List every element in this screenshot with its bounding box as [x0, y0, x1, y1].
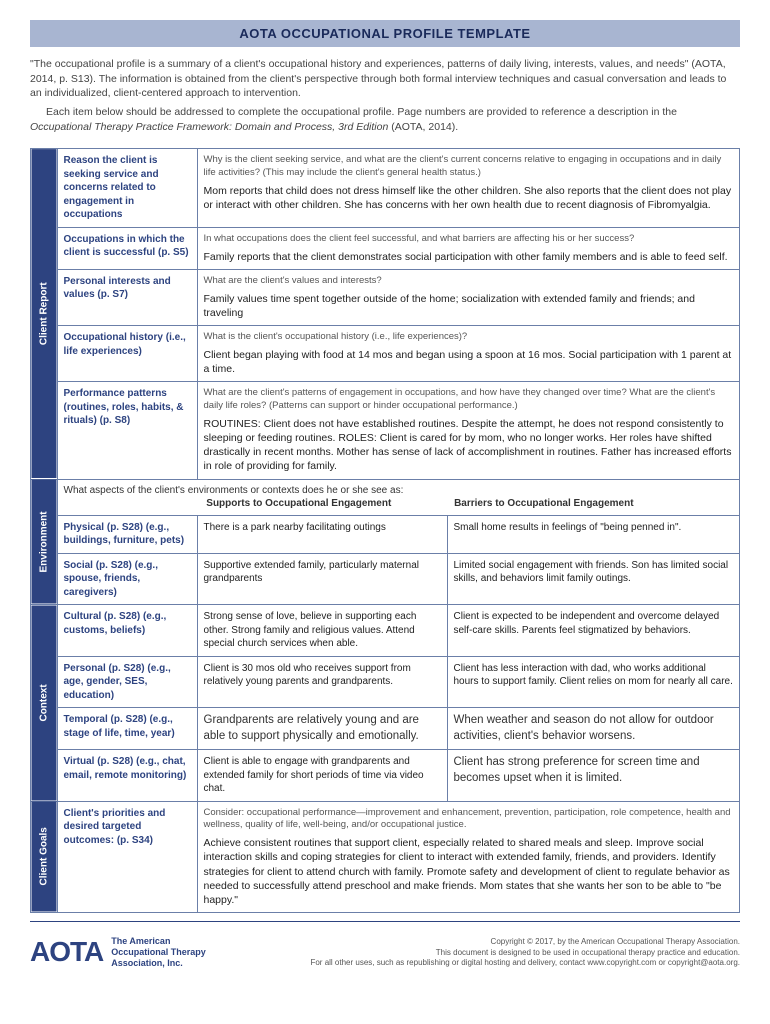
- logo-area: AOTA The American Occupational Therapy A…: [30, 936, 206, 968]
- footer-divider: [30, 921, 740, 922]
- title-bar: AOTA OCCUPATIONAL PROFILE TEMPLATE: [30, 20, 740, 47]
- tab-client-goals: Client Goals: [31, 801, 58, 912]
- intro-p1: "The occupational profile is a summary o…: [30, 57, 740, 101]
- table-row: Personal (p. S28) (e.g., age, gender, SE…: [31, 656, 740, 708]
- table-row: Performance patterns (routines, roles, h…: [31, 382, 740, 479]
- table-row: Personal interests and values (p. S7) Wh…: [31, 269, 740, 325]
- table-row: Occupational history (i.e., life experie…: [31, 326, 740, 382]
- intro-text: "The occupational profile is a summary o…: [30, 57, 740, 134]
- profile-table: Client Report Reason the client is seeki…: [30, 148, 740, 913]
- copyright-text: Copyright © 2017, by the American Occupa…: [310, 937, 740, 968]
- env-header-row: Environment What aspects of the client's…: [31, 479, 740, 515]
- table-row: Occupations in which the client is succe…: [31, 227, 740, 269]
- tab-environment: Environment: [31, 479, 58, 605]
- page-title: AOTA OCCUPATIONAL PROFILE TEMPLATE: [30, 26, 740, 41]
- table-row: Client Report Reason the client is seeki…: [31, 149, 740, 228]
- tab-client-report: Client Report: [31, 149, 58, 479]
- table-row: Social (p. S28) (e.g., spouse, friends, …: [31, 553, 740, 605]
- org-name: The American Occupational Therapy Associ…: [111, 936, 206, 968]
- tab-context: Context: [31, 605, 58, 802]
- row-content: Why is the client seeking service, and w…: [197, 149, 740, 228]
- table-row: Temporal (p. S28) (e.g., stage of life, …: [31, 708, 740, 750]
- table-row: Context Cultural (p. S28) (e.g., customs…: [31, 605, 740, 657]
- row-label: Reason the client is seeking service and…: [57, 149, 197, 228]
- footer: AOTA The American Occupational Therapy A…: [30, 936, 740, 968]
- table-row: Physical (p. S28) (e.g., buildings, furn…: [31, 515, 740, 553]
- aota-logo-icon: AOTA: [30, 936, 103, 968]
- intro-p2: Each item below should be addressed to c…: [30, 105, 740, 134]
- table-row: Virtual (p. S28) (e.g., chat, email, rem…: [31, 750, 740, 802]
- table-row: Client Goals Client's priorities and des…: [31, 801, 740, 912]
